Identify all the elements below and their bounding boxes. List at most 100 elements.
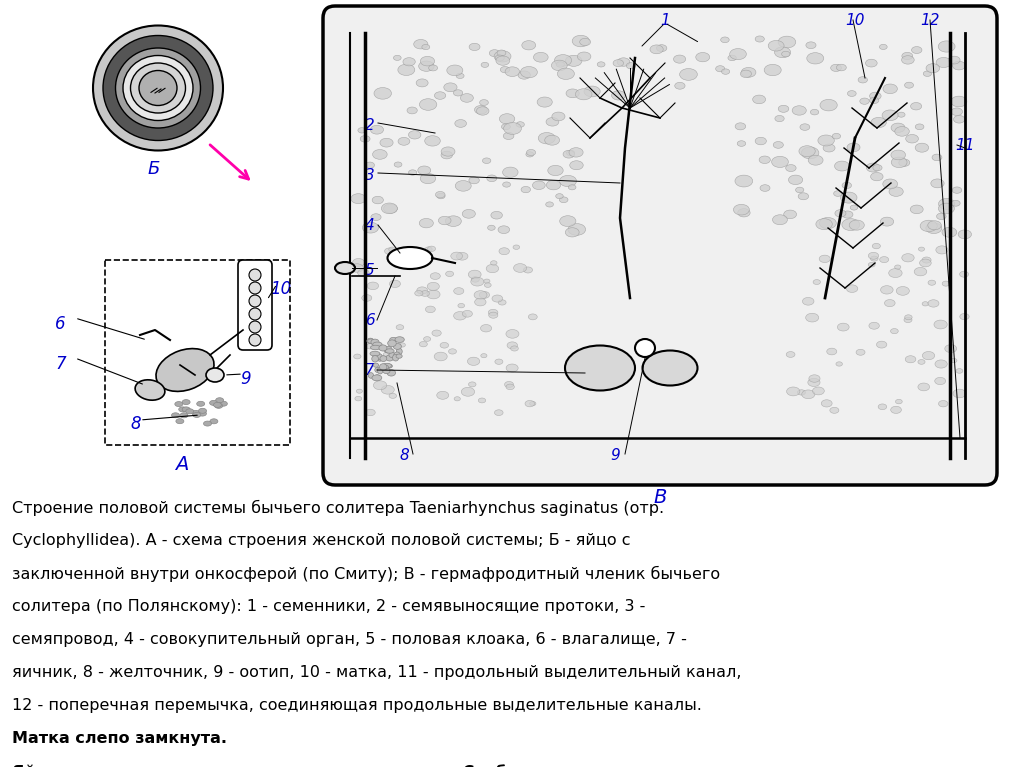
Ellipse shape [881,217,894,226]
Ellipse shape [951,200,961,206]
Ellipse shape [462,209,475,219]
Ellipse shape [866,163,880,172]
Ellipse shape [568,223,586,235]
Ellipse shape [474,106,487,114]
Ellipse shape [357,269,370,277]
Ellipse shape [755,137,766,145]
Ellipse shape [380,364,387,370]
Ellipse shape [489,50,500,57]
Text: 3: 3 [365,168,375,183]
Ellipse shape [438,216,451,225]
Ellipse shape [409,130,421,139]
Ellipse shape [948,56,961,64]
Text: 8: 8 [400,448,410,463]
Ellipse shape [372,356,379,362]
Ellipse shape [176,419,184,423]
Ellipse shape [816,219,833,229]
Ellipse shape [956,369,963,374]
Ellipse shape [656,44,667,51]
Ellipse shape [490,212,503,219]
Ellipse shape [454,397,461,401]
Ellipse shape [492,295,503,302]
Ellipse shape [928,221,941,230]
Ellipse shape [383,365,388,370]
Ellipse shape [858,77,867,83]
Ellipse shape [432,330,441,336]
Ellipse shape [471,278,484,286]
Ellipse shape [760,185,770,192]
Ellipse shape [488,309,498,316]
Ellipse shape [398,64,415,75]
Ellipse shape [500,114,515,124]
Ellipse shape [422,44,430,50]
Ellipse shape [435,192,445,198]
Ellipse shape [369,373,374,378]
Ellipse shape [484,283,492,288]
Ellipse shape [936,58,951,67]
Ellipse shape [389,247,396,252]
Ellipse shape [429,65,437,71]
Ellipse shape [506,364,518,372]
Ellipse shape [848,91,856,97]
Ellipse shape [468,270,481,278]
Ellipse shape [213,403,221,407]
Ellipse shape [451,252,463,260]
Ellipse shape [396,354,402,358]
Ellipse shape [834,191,842,196]
Ellipse shape [950,358,957,363]
Text: А: А [175,455,188,474]
Ellipse shape [199,408,207,413]
Ellipse shape [800,123,810,130]
Ellipse shape [557,68,574,80]
Ellipse shape [469,43,480,51]
Ellipse shape [572,35,590,47]
Ellipse shape [922,257,931,263]
Ellipse shape [881,285,893,294]
Circle shape [249,269,261,281]
Ellipse shape [915,124,924,130]
Ellipse shape [525,400,535,407]
Ellipse shape [778,105,788,112]
Ellipse shape [869,92,881,100]
Ellipse shape [373,150,387,160]
Ellipse shape [753,95,766,104]
Ellipse shape [534,52,548,62]
Ellipse shape [951,108,963,116]
Ellipse shape [416,79,428,87]
Ellipse shape [821,400,833,407]
Ellipse shape [171,413,179,418]
Ellipse shape [390,337,397,342]
Ellipse shape [350,264,364,272]
Ellipse shape [504,123,521,134]
Ellipse shape [454,90,463,96]
Ellipse shape [877,341,887,348]
Ellipse shape [847,285,858,292]
Ellipse shape [823,144,835,152]
Ellipse shape [156,348,214,391]
Ellipse shape [802,147,819,159]
Ellipse shape [680,68,697,81]
Ellipse shape [441,151,453,159]
Ellipse shape [383,367,390,374]
Ellipse shape [810,110,819,115]
Ellipse shape [389,353,395,357]
Ellipse shape [371,339,379,345]
FancyArrowPatch shape [210,145,249,179]
Ellipse shape [882,110,898,120]
Ellipse shape [879,404,887,410]
Ellipse shape [374,363,379,367]
Text: 5: 5 [365,263,375,278]
Ellipse shape [380,138,393,147]
Ellipse shape [379,345,387,351]
Ellipse shape [904,82,913,88]
Ellipse shape [383,364,391,368]
Ellipse shape [458,304,465,308]
Ellipse shape [437,193,445,199]
Ellipse shape [175,402,183,407]
Ellipse shape [394,352,400,357]
Ellipse shape [952,61,966,70]
Ellipse shape [478,398,485,403]
Ellipse shape [394,250,400,254]
Ellipse shape [378,367,383,374]
Ellipse shape [461,94,473,102]
